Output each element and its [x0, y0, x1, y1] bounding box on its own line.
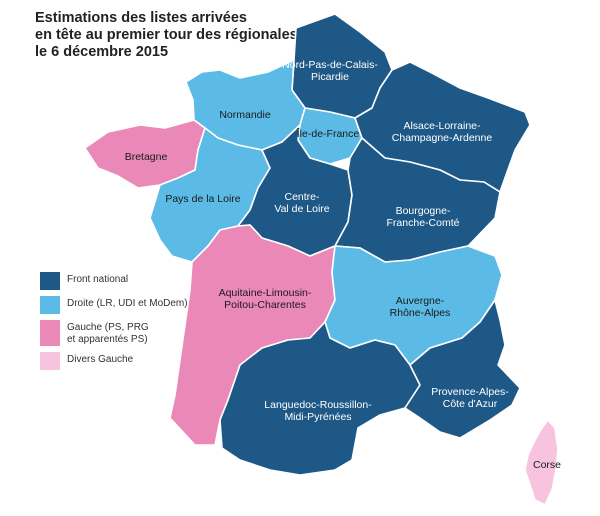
region-label-normandie: Normandie [219, 109, 271, 121]
legend-item-front-national: Front national [40, 272, 240, 294]
legend: Front national Droite (LR, UDI et MoDem)… [40, 272, 240, 376]
legend-swatch [40, 320, 60, 346]
region-label-alpc: Aquitaine-Limousin-Poitou-Charentes [219, 287, 312, 311]
legend-item-divers-gauche: Divers Gauche [40, 352, 240, 374]
region-label-lrmp: Languedoc-Roussillon-Midi-Pyrénées [264, 399, 372, 423]
region-lrmp[interactable] [219, 321, 421, 476]
region-label-idf: Île-de-France [296, 127, 360, 140]
region-label-bretagne: Bretagne [125, 151, 168, 163]
legend-item-droite: Droite (LR, UDI et MoDem) [40, 296, 240, 318]
region-label-cvl: Centre-Val de Loire [274, 191, 329, 215]
region-label-bfc: Bourgogne-Franche-Comté [387, 205, 460, 229]
region-label-paca: Provence-Alpes-Côte d'Azur [431, 386, 509, 410]
title-line-2: en tête au premier tour des régionales, [35, 27, 302, 43]
region-label-alca: Alsace-Lorraine-Champagne-Ardenne [392, 120, 493, 144]
region-paca[interactable] [404, 299, 521, 439]
legend-swatch [40, 352, 60, 370]
region-label-ara: Auvergne-Rhône-Alpes [390, 295, 451, 319]
region-label-pdl: Pays de la Loire [165, 193, 240, 205]
legend-label: Gauche (PS, PRG et apparentés PS) [67, 322, 149, 345]
legend-label: Front national [67, 274, 129, 285]
region-label-corse: Corse [533, 459, 561, 471]
legend-label: Divers Gauche [67, 354, 134, 365]
title-line-1: Estimations des listes arrivées [35, 10, 247, 26]
title-line-3: le 6 décembre 2015 [35, 44, 169, 60]
legend-swatch [40, 296, 60, 314]
map-title: Estimations des listes arrivées en tête … [35, 10, 335, 61]
legend-item-gauche: Gauche (PS, PRG et apparentés PS) [40, 320, 240, 350]
legend-label: Droite (LR, UDI et MoDem) [67, 298, 188, 309]
region-corse[interactable] [524, 419, 559, 506]
legend-swatch [40, 272, 60, 290]
region-label-npdc: Nord-Pas-de-Calais-Picardie [282, 59, 378, 83]
